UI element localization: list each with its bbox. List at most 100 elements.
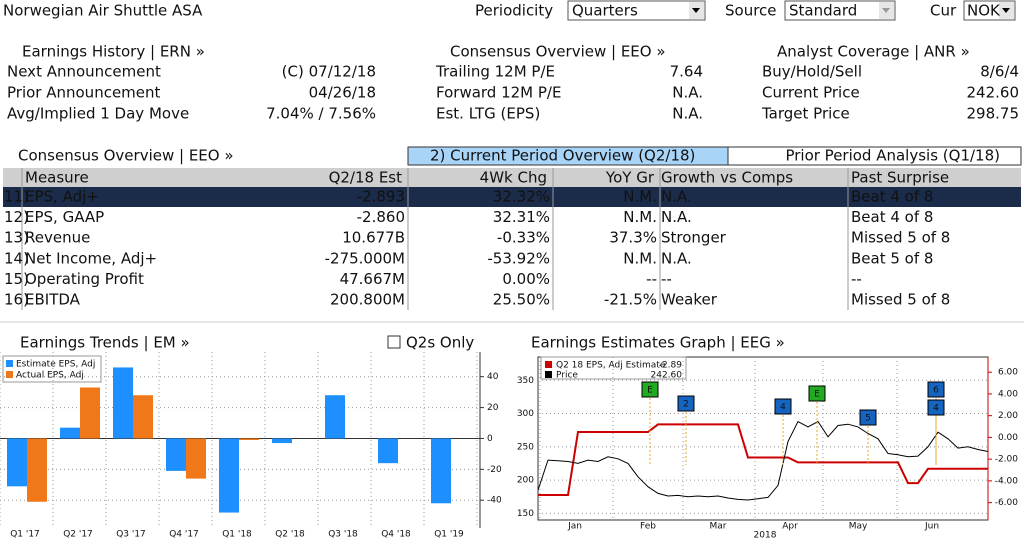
y-tick-label: 350: [517, 376, 534, 386]
legend-box: [2, 355, 102, 383]
annotation-box[interactable]: [927, 381, 945, 398]
row-number[interactable]: 13): [4, 229, 29, 247]
bar: [133, 395, 153, 439]
dropdown-arrow: [1002, 8, 1010, 13]
field-value: 7.04% / 7.56%: [266, 105, 376, 123]
table-title[interactable]: Consensus Overview | EEO »: [18, 147, 234, 165]
annotation-label[interactable]: 5: [865, 414, 871, 424]
table-cell: -53.92%: [487, 249, 550, 267]
x-tick-label: Q3 '18: [328, 530, 358, 540]
legend-swatch: [6, 371, 13, 378]
label: Periodicity: [475, 2, 553, 20]
checkbox[interactable]: [387, 335, 401, 349]
column-header: YoY Gr: [605, 169, 655, 187]
x-tick-label: Q2 '18: [275, 530, 305, 540]
y2-tick-label: -4.00: [995, 476, 1019, 486]
dropdown-arrow: [882, 8, 890, 13]
field-value: 242.60: [967, 84, 1020, 102]
table-cell: Operating Profit: [25, 270, 144, 288]
tab[interactable]: [727, 146, 1022, 166]
field-label: Next Announcement: [7, 63, 161, 81]
table-cell: -2.860: [357, 208, 405, 226]
column-header: 4Wk Chg: [480, 169, 547, 187]
legend-label: Q2 18 EPS, Adj Estimate: [556, 361, 666, 371]
y2-tick-label: 6.00: [998, 368, 1018, 378]
table-cell: N.A.: [661, 188, 692, 206]
field-label: Trailing 12M P/E: [435, 63, 555, 81]
legend-value: -2.89: [659, 361, 683, 371]
tab-label: Prior Period Analysis (Q1/18): [785, 147, 1000, 165]
table-cell: 37.3%: [609, 229, 657, 247]
chart-title[interactable]: Earnings Trends | EM »: [20, 334, 190, 352]
field-label: Prior Announcement: [7, 84, 161, 102]
annotation-label[interactable]: E: [647, 386, 653, 396]
annotation-box[interactable]: [641, 381, 659, 398]
label: NOK: [967, 2, 1001, 20]
field-value: N.A.: [672, 105, 703, 123]
section-title[interactable]: Consensus Overview | EEO »: [450, 43, 666, 61]
annotation-label[interactable]: 6: [933, 386, 939, 396]
chart-title[interactable]: Earnings Estimates Graph | EEG »: [531, 334, 785, 352]
table-cell: 32.32%: [493, 188, 550, 206]
y2-tick-label: 2.00: [998, 411, 1018, 421]
field-label: Avg/Implied 1 Day Move: [7, 105, 189, 123]
checkbox-label[interactable]: Q2s Only: [406, 334, 474, 352]
legend-swatch: [545, 361, 552, 368]
table-cell: --: [851, 270, 862, 288]
row-number[interactable]: 16): [4, 291, 29, 309]
row-number[interactable]: 11): [4, 188, 29, 206]
annotation-box[interactable]: [677, 395, 695, 412]
legend-swatch: [545, 371, 552, 378]
table-cell: 0.00%: [502, 270, 550, 288]
y2-tick-label: 0.00: [998, 433, 1018, 443]
y-tick-label: -20: [487, 465, 502, 475]
table-cell: 47.667M: [340, 270, 405, 288]
table-cell: EPS, GAAP: [25, 208, 104, 226]
table-cell: Beat 4 of 8: [851, 208, 933, 226]
field-value: 298.75: [967, 105, 1020, 123]
source-dropdown[interactable]: [784, 0, 896, 21]
y-tick-label: 20: [487, 403, 499, 413]
annotation-label[interactable]: 4: [780, 403, 786, 413]
row-number[interactable]: 15): [4, 270, 29, 288]
security-title: Norwegian Air Shuttle ASA: [3, 2, 203, 20]
table-cell: Weaker: [661, 291, 718, 309]
bar: [7, 438, 27, 487]
annotation-box[interactable]: [859, 409, 877, 426]
annotation-box[interactable]: [927, 399, 945, 416]
row-number[interactable]: 14): [4, 249, 29, 267]
annotation-box[interactable]: [774, 398, 792, 415]
x-tick-label: Q4 '17: [169, 530, 199, 540]
legend-label: Price: [556, 371, 578, 381]
annotation-box[interactable]: [808, 385, 826, 402]
table-cell: --: [661, 270, 672, 288]
x-tick-label: Q4 '18: [381, 530, 411, 540]
bar: [27, 438, 47, 502]
bar: [378, 438, 398, 464]
table-cell: EBITDA: [25, 291, 81, 309]
annotation-label[interactable]: 2: [683, 400, 689, 410]
column-header: Past Surprise: [851, 169, 949, 187]
label: Quarters: [572, 2, 638, 20]
y-tick-label: 150: [517, 509, 534, 519]
table-cell: EPS, Adj+: [25, 188, 99, 206]
annotation-label[interactable]: E: [814, 390, 820, 400]
label: Standard: [789, 2, 857, 20]
field-value: 8/6/4: [980, 63, 1019, 81]
label: Cur: [930, 2, 957, 20]
x-tick-label: Feb: [640, 522, 656, 532]
bar: [325, 395, 345, 439]
table-cell: N.M.: [623, 188, 657, 206]
row-number[interactable]: 12): [4, 208, 29, 226]
section-title[interactable]: Analyst Coverage | ANR »: [777, 43, 970, 61]
x-tick-label: Apr: [782, 522, 798, 532]
section-title[interactable]: Earnings History | ERN »: [22, 43, 205, 61]
field-label: Forward 12M P/E: [436, 84, 561, 102]
legend-swatch: [6, 360, 13, 367]
periodicity-dropdown[interactable]: [567, 0, 706, 21]
y-tick-label: 0: [487, 434, 493, 444]
annotation-label[interactable]: 4: [933, 404, 939, 414]
x-tick-label: Q2 '17: [63, 530, 93, 540]
table-cell: 200.800M: [330, 291, 405, 309]
